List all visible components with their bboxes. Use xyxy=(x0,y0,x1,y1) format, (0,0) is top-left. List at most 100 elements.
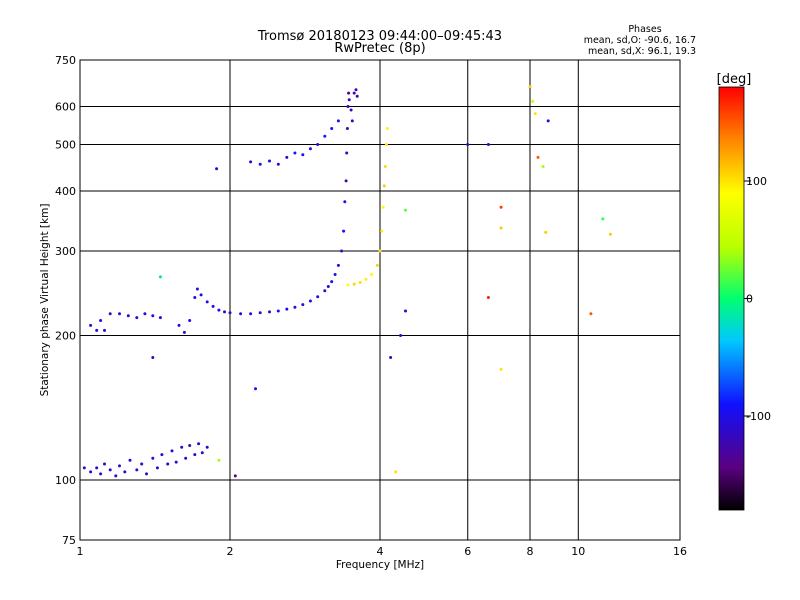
data-point xyxy=(536,155,540,159)
data-point xyxy=(589,312,593,316)
data-point xyxy=(316,143,320,146)
data-point xyxy=(333,273,337,276)
data-point xyxy=(82,466,86,470)
y-tick-labels: 75 100 200 300 400 500 600 750 xyxy=(55,54,76,547)
data-point xyxy=(184,456,188,460)
data-point xyxy=(215,167,219,171)
data-point xyxy=(233,474,237,478)
data-point xyxy=(358,281,362,284)
data-point xyxy=(531,99,535,103)
data-point xyxy=(293,305,297,309)
data-point xyxy=(355,94,359,98)
data-point xyxy=(345,151,349,155)
data-point xyxy=(268,159,271,163)
data-point xyxy=(343,200,347,204)
data-point xyxy=(323,134,327,138)
data-point xyxy=(200,451,204,455)
data-point xyxy=(301,153,305,157)
data-point xyxy=(308,299,312,303)
data-point xyxy=(352,282,356,286)
data-point xyxy=(394,470,398,474)
data-point xyxy=(89,470,93,474)
data-point xyxy=(399,334,403,337)
data-point xyxy=(336,263,340,267)
data-point xyxy=(217,308,221,312)
data-point xyxy=(346,283,350,287)
y-axis-label: Stationary phase Virtual Height [km] xyxy=(39,204,51,397)
data-point xyxy=(140,462,144,466)
data-point xyxy=(301,303,305,307)
data-point xyxy=(103,328,106,332)
data-point xyxy=(108,468,112,472)
phases-legend-o: mean, sd,O: -90.6, 16.7 xyxy=(584,35,696,46)
x-tick-label: 2 xyxy=(227,545,234,558)
data-point xyxy=(349,108,353,112)
data-point xyxy=(347,98,351,102)
data-point xyxy=(404,309,407,313)
data-point xyxy=(350,119,354,123)
data-point xyxy=(118,312,121,316)
data-point xyxy=(135,468,139,472)
data-point xyxy=(128,458,132,462)
x-tick-label: 1 xyxy=(77,545,84,558)
x-tick-label: 8 xyxy=(527,545,534,558)
y-tick-label: 600 xyxy=(55,101,76,114)
data-point xyxy=(170,449,174,453)
data-point xyxy=(533,112,537,116)
data-point xyxy=(99,319,103,322)
data-point xyxy=(126,314,130,318)
data-point xyxy=(95,328,99,332)
data-point xyxy=(158,316,162,320)
colorbar xyxy=(718,86,745,511)
data-point xyxy=(499,226,503,230)
y-tick-label: 100 xyxy=(55,474,76,487)
colorbar-ticks: 100 0 -100 xyxy=(744,175,771,423)
data-point xyxy=(268,310,271,314)
data-point xyxy=(151,456,155,460)
data-point xyxy=(217,458,221,462)
data-point xyxy=(342,229,346,233)
data-point xyxy=(404,208,407,212)
data-point xyxy=(336,119,340,123)
data-point xyxy=(528,85,532,89)
data-point xyxy=(99,472,103,476)
data-point xyxy=(381,205,385,209)
data-point xyxy=(174,460,178,464)
data-point xyxy=(205,300,209,304)
x-tick-label: 6 xyxy=(464,545,471,558)
data-point xyxy=(188,319,192,322)
data-point xyxy=(375,263,379,267)
x-tick-label: 4 xyxy=(377,545,384,558)
data-point xyxy=(205,445,209,449)
data-point xyxy=(239,312,243,316)
data-point xyxy=(326,285,330,288)
x-tick-labels: 1 2 4 6 8 10 16 xyxy=(77,545,688,558)
colorbar-tick-label: 100 xyxy=(746,175,767,188)
data-point xyxy=(346,105,350,108)
data-point xyxy=(151,314,155,318)
data-point xyxy=(601,217,605,221)
data-point xyxy=(316,295,320,299)
colorbar-unit-label: [deg] xyxy=(717,72,752,87)
data-point xyxy=(249,160,253,164)
grid-lines xyxy=(80,60,680,540)
data-point xyxy=(114,474,118,478)
data-point xyxy=(108,312,112,316)
data-point xyxy=(354,88,358,92)
data-point xyxy=(345,127,349,130)
data-point xyxy=(340,249,344,253)
data-point xyxy=(276,162,280,166)
data-point xyxy=(385,127,389,130)
data-point xyxy=(308,147,312,151)
data-point xyxy=(199,293,203,297)
data-points xyxy=(82,85,612,478)
data-point xyxy=(276,309,280,313)
data-point xyxy=(285,307,289,311)
data-point xyxy=(228,311,232,315)
data-point xyxy=(258,162,262,166)
data-point xyxy=(118,464,121,468)
data-point xyxy=(323,289,327,293)
data-point xyxy=(486,143,490,146)
data-point xyxy=(182,330,186,334)
data-point xyxy=(151,356,155,359)
